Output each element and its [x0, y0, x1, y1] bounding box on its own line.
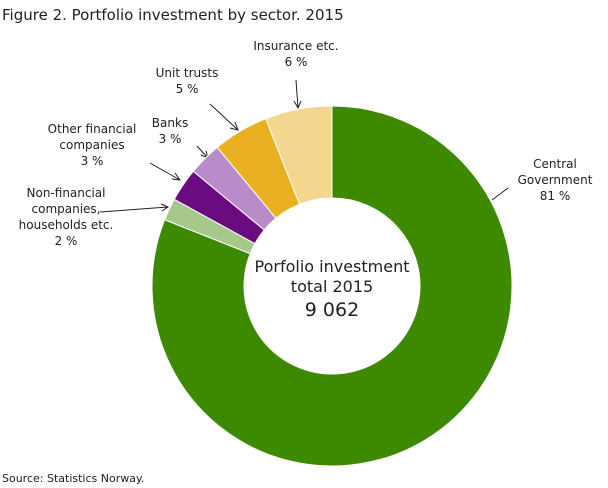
value-label: 2 %: [55, 234, 78, 248]
center-text: Porfolio investment total 2015: [255, 257, 410, 296]
leader-lines: [99, 79, 509, 213]
leader-line: [99, 203, 170, 213]
chart-title: Figure 2. Portfolio investment by sector…: [2, 6, 344, 24]
category-label: Unit trusts: [156, 66, 219, 80]
category-label: Other financial companies: [48, 122, 137, 152]
donut-segment: [265, 105, 333, 205]
value-label: 3 %: [81, 154, 104, 168]
donut-segment: [151, 105, 513, 467]
leader-line: [196, 145, 209, 159]
value-label: 81 %: [540, 189, 571, 203]
leader-line: [209, 103, 239, 131]
value-label: 5 %: [176, 82, 199, 96]
value-label: 3 %: [159, 132, 182, 146]
category-label: Banks: [152, 116, 188, 130]
category-label: Central Government: [518, 157, 593, 187]
category-label: Insurance etc.: [253, 39, 338, 53]
leader-line: [491, 187, 509, 201]
center-value: 9 062: [305, 299, 359, 321]
value-label: 6 %: [285, 55, 308, 69]
leader-line: [293, 79, 302, 110]
category-label: Non-financial companies, households etc.: [19, 186, 114, 232]
source: Source: Statistics Norway.: [2, 472, 144, 485]
leader-line: [149, 162, 182, 181]
